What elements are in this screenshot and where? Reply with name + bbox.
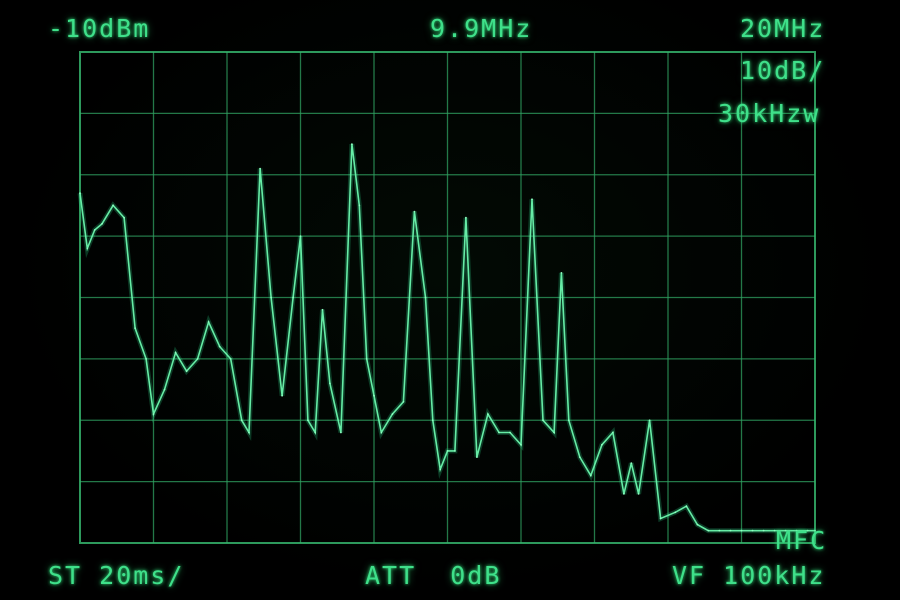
trace-point (340, 431, 342, 434)
trace-point (553, 431, 555, 434)
trace-point (762, 529, 765, 532)
trace-point (567, 419, 570, 422)
scale-readout: 10dB/ (740, 56, 826, 85)
trace-point (112, 204, 114, 207)
trace-point (248, 431, 250, 434)
trace-point (498, 431, 500, 434)
trace-point (630, 462, 633, 465)
trace-point (101, 222, 103, 225)
trace-point (718, 529, 721, 532)
trace-point (299, 235, 302, 238)
trace-point (465, 216, 467, 219)
trace-point (740, 529, 743, 532)
trace-point (163, 388, 166, 391)
trace-point (509, 431, 511, 434)
trace-point (612, 431, 614, 434)
trace-point (229, 358, 232, 360)
trace-point (439, 468, 442, 471)
trace-point (380, 431, 383, 434)
trace-point (373, 394, 375, 397)
trace-point (707, 529, 710, 532)
trace-point (431, 419, 434, 422)
trace-point (152, 413, 155, 415)
attenuation-readout: ATT 0dB (365, 561, 502, 590)
trace-point (424, 296, 427, 299)
trace-point (402, 400, 405, 403)
marker-label: MFC (776, 526, 828, 555)
trace-point (659, 517, 662, 520)
trace-point (806, 529, 809, 532)
trace-point (134, 327, 137, 330)
trace-point (637, 493, 640, 495)
trace-point (751, 529, 754, 532)
trace-point (623, 493, 625, 495)
spectrum-trace-layer (77, 143, 816, 534)
trace-point (589, 474, 592, 477)
trace-point (174, 351, 177, 354)
trace-point (329, 382, 331, 385)
trace-point (351, 143, 353, 146)
trace-point (729, 529, 732, 532)
trace-point (542, 419, 544, 422)
graticule (79, 51, 816, 544)
trace-point (93, 229, 96, 231)
trace-point (560, 272, 563, 274)
sweep-time-readout: ST 20ms/ (48, 561, 185, 590)
trace-point (531, 198, 533, 201)
trace-point (314, 431, 317, 434)
trace-point (476, 456, 478, 458)
video-filter-readout: VF 100kHz (672, 561, 826, 590)
trace-point (520, 443, 522, 446)
trace-point (321, 308, 324, 311)
trace-point (281, 394, 283, 397)
trace-point (196, 358, 199, 360)
trace-point (814, 529, 816, 532)
trace-point (86, 247, 89, 250)
trace-point (307, 419, 309, 422)
trace-point (391, 413, 394, 415)
trace-point (795, 529, 798, 532)
trace-point (601, 443, 603, 446)
trace-point (270, 296, 272, 299)
trace-point (79, 192, 81, 195)
trace-point (674, 511, 677, 514)
trace-point (696, 523, 699, 526)
trace-point (365, 358, 368, 360)
trace-point (773, 529, 776, 532)
trace-point (413, 210, 416, 213)
trace-point (185, 370, 188, 372)
trace-point (648, 419, 651, 422)
trace-point (487, 413, 489, 415)
trace-point (784, 529, 787, 532)
span-readout: 20MHz (740, 14, 826, 43)
reference-level-readout: -10dBm (48, 14, 151, 43)
trace-point (292, 296, 294, 299)
trace-point (207, 321, 210, 323)
trace-point (358, 204, 361, 207)
trace-point (218, 345, 221, 348)
trace-point (259, 167, 261, 170)
trace-point (446, 450, 449, 452)
trace-point (454, 450, 456, 452)
graticule-frame (79, 51, 816, 544)
trace-point (123, 216, 125, 219)
trace-point (578, 456, 581, 458)
trace-point (240, 419, 243, 422)
trace-point (685, 505, 688, 508)
center-frequency-readout: 9.9MHz (430, 14, 533, 43)
resolution-bandwidth-readout: 30kHzw (718, 99, 821, 128)
trace-point (145, 358, 148, 360)
